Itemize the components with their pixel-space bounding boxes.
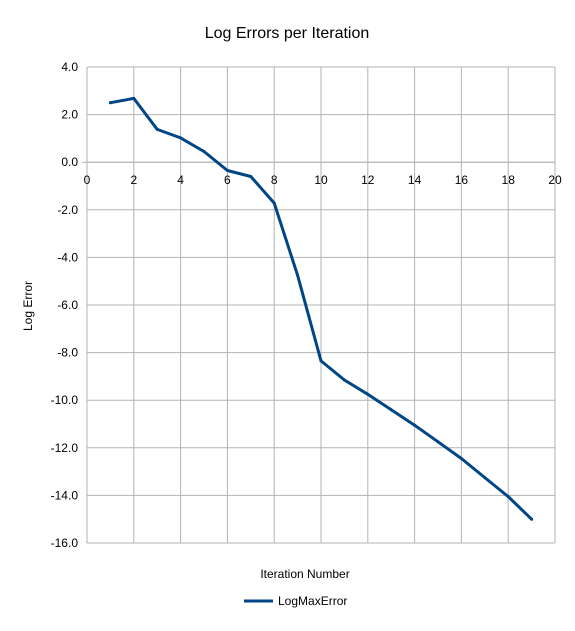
- y-tick-label: -16.0: [51, 536, 79, 550]
- data-point: [179, 136, 183, 140]
- data-point: [459, 457, 463, 461]
- data-point: [155, 127, 159, 131]
- data-point: [530, 517, 534, 521]
- x-axis-label: Iteration Number: [260, 567, 349, 581]
- y-tick-label: 0.0: [61, 155, 78, 169]
- x-tick-label: 6: [224, 173, 231, 187]
- x-tick-label: 16: [455, 173, 469, 187]
- chart-title: Log Errors per Iteration: [205, 25, 370, 42]
- y-tick-label: -4.0: [57, 250, 78, 264]
- data-point: [108, 101, 112, 105]
- x-tick-label: 14: [408, 173, 422, 187]
- data-point: [319, 359, 323, 363]
- y-axis-label: Log Error: [21, 281, 35, 331]
- series-layer: [108, 96, 534, 521]
- legend: LogMaxError: [244, 594, 347, 608]
- data-point: [366, 392, 370, 396]
- x-tick-label: 20: [548, 173, 562, 187]
- x-tick-label: 2: [130, 173, 137, 187]
- legend-label-logmaxerror: LogMaxError: [278, 594, 347, 608]
- data-point: [132, 96, 136, 100]
- data-point: [342, 378, 346, 382]
- x-tick-label: 0: [84, 173, 91, 187]
- data-point: [225, 169, 229, 173]
- y-tick-label: -8.0: [57, 346, 78, 360]
- data-point: [413, 423, 417, 427]
- x-tick-label: 12: [361, 173, 375, 187]
- grid: [82, 66, 556, 544]
- y-tick-label: -6.0: [57, 298, 78, 312]
- y-tick-label: -2.0: [57, 203, 78, 217]
- data-point: [272, 201, 276, 205]
- x-tick-label: 8: [271, 173, 278, 187]
- x-tick-label: 4: [177, 173, 184, 187]
- x-tick-label: 10: [314, 173, 328, 187]
- y-tick-label: 4.0: [61, 60, 78, 74]
- tick-labels: 0 2 4 6 8 10 12 14 16 18 20 4.0 2.0 0.0 -2.0 -4.0 -6.0 -8…: [51, 60, 562, 550]
- y-tick-label: -12.0: [51, 441, 79, 455]
- data-point: [436, 440, 440, 444]
- data-point: [249, 174, 253, 178]
- y-tick-label: -10.0: [51, 393, 79, 407]
- y-tick-label: -14.0: [51, 488, 79, 502]
- data-point: [389, 408, 393, 412]
- data-point: [506, 495, 510, 499]
- x-tick-label: 18: [502, 173, 516, 187]
- y-tick-label: 2.0: [61, 108, 78, 122]
- data-point: [483, 476, 487, 480]
- data-point: [202, 149, 206, 153]
- data-point: [296, 273, 300, 277]
